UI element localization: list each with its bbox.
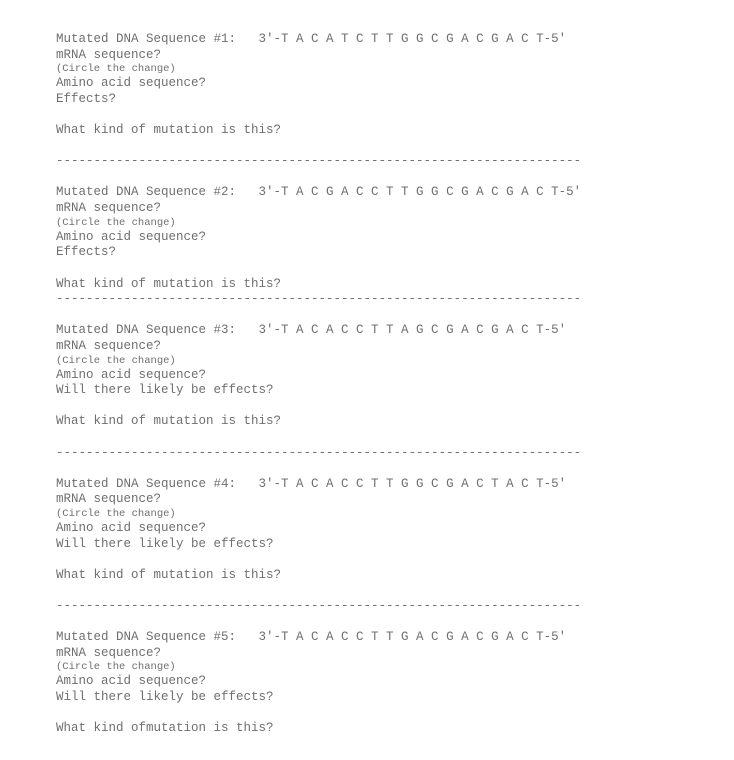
blank-line: [56, 261, 686, 277]
text-line: What kind of mutation is this?: [56, 414, 686, 430]
text-line: Will there likely be effects?: [56, 383, 686, 399]
blank-line: [56, 399, 686, 415]
text-line: mRNA sequence?: [56, 201, 686, 217]
text-line: Mutated DNA Sequence #2: 3'-T A C G A C …: [56, 185, 686, 201]
text-line: Mutated DNA Sequence #5: 3'-T A C A C C …: [56, 630, 686, 646]
blank-line: [56, 461, 686, 477]
text-line: mRNA sequence?: [56, 646, 686, 662]
blank-line: [56, 108, 686, 124]
text-line: What kind of mutation is this?: [56, 123, 686, 139]
text-line: Amino acid sequence?: [56, 521, 686, 537]
text-line: Effects?: [56, 92, 686, 108]
text-line: Effects?: [56, 245, 686, 261]
blank-line: [56, 615, 686, 631]
text-line: mRNA sequence?: [56, 492, 686, 508]
text-line: Amino acid sequence?: [56, 368, 686, 384]
text-line: (Circle the change): [56, 217, 686, 230]
text-line: (Circle the change): [56, 355, 686, 368]
text-line: Will there likely be effects?: [56, 690, 686, 706]
blank-line: [56, 139, 686, 155]
text-line: mRNA sequence?: [56, 48, 686, 64]
text-line: What kind of mutation is this?: [56, 568, 686, 584]
text-line: What kind ofmutation is this?: [56, 721, 686, 737]
text-line: ----------------------------------------…: [56, 292, 686, 308]
blank-line: [56, 430, 686, 446]
text-line: Mutated DNA Sequence #3: 3'-T A C A C C …: [56, 323, 686, 339]
text-line: Amino acid sequence?: [56, 674, 686, 690]
text-line: ----------------------------------------…: [56, 154, 686, 170]
text-line: Mutated DNA Sequence #4: 3'-T A C A C C …: [56, 477, 686, 493]
text-line: What kind of mutation is this?: [56, 277, 686, 293]
text-line: Will there likely be effects?: [56, 537, 686, 553]
blank-line: [56, 583, 686, 599]
text-line: Amino acid sequence?: [56, 230, 686, 246]
blank-line: [56, 706, 686, 722]
blank-line: [56, 308, 686, 324]
text-line: (Circle the change): [56, 661, 686, 674]
blank-line: [56, 170, 686, 186]
blank-line: [56, 552, 686, 568]
text-line: Mutated DNA Sequence #1: 3'-T A C A T C …: [56, 32, 686, 48]
text-line: ----------------------------------------…: [56, 599, 686, 615]
text-line: mRNA sequence?: [56, 339, 686, 355]
text-line: (Circle the change): [56, 508, 686, 521]
text-line: Amino acid sequence?: [56, 76, 686, 92]
text-line: (Circle the change): [56, 63, 686, 76]
worksheet-document: Mutated DNA Sequence #1: 3'-T A C A T C …: [56, 32, 686, 737]
text-line: ----------------------------------------…: [56, 446, 686, 462]
